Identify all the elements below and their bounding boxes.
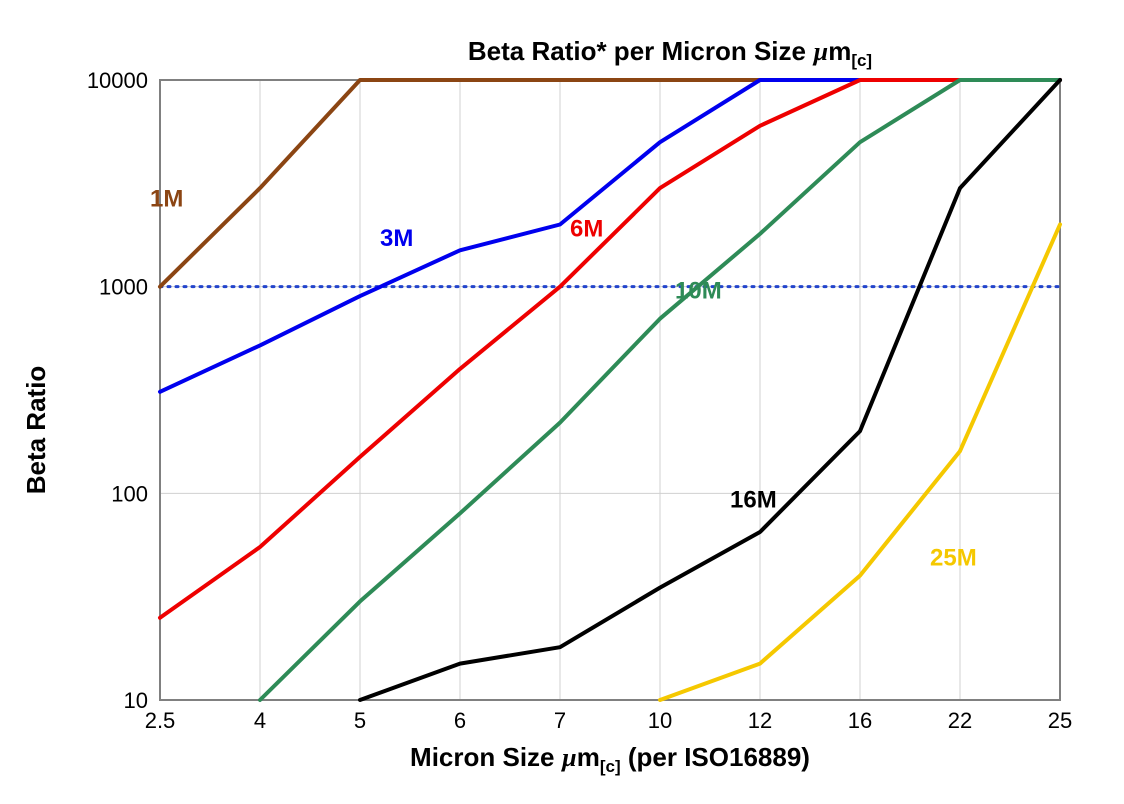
y-tick-label: 100 [111, 481, 148, 506]
series-label-16m: 16M [730, 487, 777, 514]
y-axis-label: Beta Ratio [21, 366, 51, 495]
x-tick-label: 5 [354, 708, 366, 733]
series-label-3m: 3M [380, 225, 413, 252]
y-tick-label: 10 [124, 688, 148, 713]
series-label-10m: 10M [675, 278, 722, 305]
x-tick-label: 25 [1048, 708, 1072, 733]
chart-container: 2.5 4 5 6 7 10 12 16 22 25 10 100 1000 10000 Beta Rati… [0, 0, 1124, 804]
x-tick-label: 22 [948, 708, 972, 733]
y-tick-label: 10000 [87, 68, 148, 93]
x-tick-label: 2.5 [145, 708, 176, 733]
x-tick-label: 16 [848, 708, 872, 733]
x-tick-label: 4 [254, 708, 266, 733]
x-tick-label: 10 [648, 708, 672, 733]
x-tick-label: 7 [554, 708, 566, 733]
x-tick-label: 6 [454, 708, 466, 733]
series-label-1m: 1M [150, 186, 183, 213]
chart-title: Beta Ratio* per Micron Size µm[c] [468, 36, 872, 70]
x-tick-label: 12 [748, 708, 772, 733]
series-label-6m: 6M [570, 216, 603, 243]
y-tick-label: 1000 [99, 275, 148, 300]
series-label-25m: 25M [930, 545, 977, 572]
